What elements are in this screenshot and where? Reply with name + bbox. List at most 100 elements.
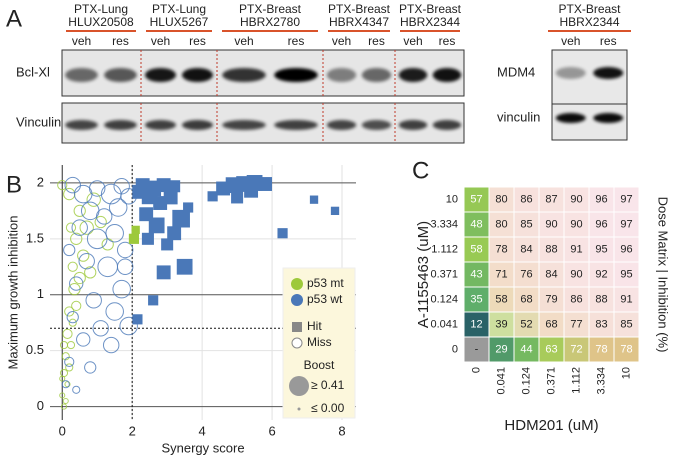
cell (513, 336, 540, 363)
lane-label: res (368, 34, 385, 48)
hit-point (258, 177, 273, 191)
lane-label: res (112, 34, 129, 48)
row-label: vinculin (497, 109, 540, 124)
miss-point (69, 276, 84, 291)
cell-label: 90 (570, 268, 582, 280)
miss-point (108, 198, 128, 217)
cell-label: 90 (545, 218, 557, 230)
cell-label: 76 (520, 268, 532, 280)
cell-label: 44 (520, 343, 532, 355)
miss-point (116, 258, 134, 275)
band (555, 67, 586, 79)
y-tick-label: 1.5 (26, 230, 44, 245)
cell-label: 48 (470, 218, 482, 230)
miss-point (71, 219, 88, 236)
band (181, 120, 214, 130)
miss-point (77, 249, 90, 262)
cell (513, 186, 540, 213)
y-tick-label: 0.041 (430, 318, 458, 330)
size-swatch (289, 376, 309, 396)
y-tick-label: 1 (37, 286, 44, 301)
cell-label: 96 (595, 218, 607, 230)
hit-point (309, 195, 319, 204)
cell (488, 261, 515, 288)
cell-label: - (475, 343, 479, 355)
miss-point (64, 176, 81, 194)
miss-point (65, 222, 77, 233)
miss-point (84, 361, 97, 374)
cell-label: 77 (570, 318, 582, 330)
miss-point (79, 220, 94, 235)
cell-label: 85 (620, 318, 632, 330)
miss-point (95, 208, 113, 225)
hit-point (176, 258, 193, 275)
miss-point (70, 232, 83, 245)
y-tick-label: 10 (446, 193, 458, 205)
cell-label: 95 (620, 268, 632, 280)
band (181, 68, 214, 82)
hit-point (183, 202, 194, 213)
legend-label: Miss (307, 335, 332, 349)
miss-point (85, 292, 102, 309)
miss-point (71, 300, 82, 312)
band (144, 120, 177, 130)
lane-label: res (439, 34, 456, 48)
y-tick-label: 2 (37, 174, 44, 189)
miss-point (94, 215, 107, 229)
group-tissue: PTX-Breast (239, 2, 302, 16)
cell (588, 186, 615, 213)
cell (588, 261, 615, 288)
miss-point (112, 279, 131, 299)
lane-label: res (189, 34, 206, 48)
miss-point (116, 241, 134, 259)
cell-label: 35 (470, 293, 482, 305)
y-tick-label: 0 (37, 398, 44, 413)
miss-point (62, 328, 73, 339)
group-model: HBRX2780 (240, 15, 300, 29)
cell (488, 236, 515, 263)
miss-point (105, 302, 124, 321)
western-blot: PTX-LungHLUX20508PTX-LungHLUX5267PTX-Bre… (16, 2, 631, 144)
cell (613, 211, 640, 238)
cell-label: 58 (470, 243, 482, 255)
cell (463, 311, 490, 338)
legend-label: ≥ 0.41 (311, 378, 345, 392)
x-tick-label: 0 (59, 423, 66, 438)
band (361, 68, 392, 82)
cell-label: 91 (570, 243, 582, 255)
hit-point (172, 209, 190, 228)
lane-label: res (288, 34, 305, 48)
legend-swatch (291, 278, 303, 290)
cell-label: 80 (495, 193, 507, 205)
legend-title: Boost (304, 358, 335, 372)
cell-label: 52 (520, 318, 532, 330)
lane-label: veh (72, 34, 91, 48)
cell-label: 90 (570, 193, 582, 205)
miss-point (73, 271, 86, 285)
x-tick-label: 6 (268, 423, 275, 438)
row-label: MDM4 (497, 64, 535, 79)
hit-point (132, 184, 147, 199)
x-tick-label: 10 (620, 367, 632, 379)
miss-point (86, 192, 101, 207)
miss-point (78, 252, 95, 270)
hit-point (161, 238, 174, 251)
band (326, 68, 357, 82)
cell (488, 211, 515, 238)
miss-point (86, 228, 108, 250)
miss-point (76, 332, 91, 347)
lane-label: veh (151, 34, 170, 48)
cell (538, 261, 565, 288)
group-tissue: PTX-Breast (399, 2, 462, 16)
group-tissue: PTX-Breast (328, 2, 391, 16)
cell-empty (463, 336, 490, 363)
cell-label: 96 (595, 193, 607, 205)
band (65, 120, 98, 130)
x-tick-label: 8 (338, 423, 345, 438)
band (432, 120, 462, 130)
y-axis-label: A-1155463 (uM) (415, 221, 432, 328)
cell-label: 68 (520, 293, 532, 305)
legend-swatch (291, 294, 303, 306)
x-tick-label: 2 (129, 423, 136, 438)
cell (538, 186, 565, 213)
